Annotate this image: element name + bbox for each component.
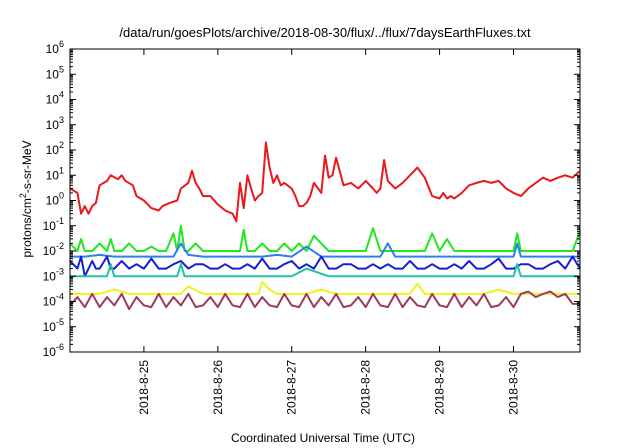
y-tick-label: 10-6 — [43, 342, 64, 359]
y-tick-label: 10-3 — [43, 266, 64, 283]
x-axis-label: Coordinated Universal Time (UTC) — [231, 431, 415, 445]
y-tick-label: 10-4 — [43, 292, 64, 309]
x-tick-label: 2018-8-29 — [433, 360, 447, 415]
y-axis-label: protons/cm2-s-sr-MeV — [18, 140, 34, 257]
series-line-5 — [70, 263, 580, 278]
y-tick-label: 10-2 — [43, 241, 64, 258]
series-line-3 — [70, 242, 580, 258]
y-tick-label: 100 — [46, 191, 64, 208]
x-tick-label: 2018-8-25 — [137, 360, 151, 415]
x-tick-label: 2018-8-27 — [285, 360, 299, 415]
series-line-1 — [69, 141, 581, 223]
y-tick-label: 106 — [46, 39, 64, 56]
y-axis-label-sup: 2 — [18, 193, 28, 198]
plot-frame — [69, 48, 581, 353]
x-tick-label: 2018-8-30 — [506, 360, 520, 415]
y-axis-label-base: protons/cm — [20, 198, 34, 257]
y-axis-label-rest: -s-sr-MeV — [20, 140, 34, 193]
series-line-7 — [69, 290, 580, 311]
x-tick-label: 2018-8-28 — [359, 360, 373, 415]
series-line-2 — [69, 224, 581, 252]
x-tick-label: 2018-8-26 — [211, 360, 225, 415]
y-tick-label: 10-5 — [43, 317, 64, 334]
series-line-6 — [70, 280, 580, 295]
y-tick-label: 104 — [46, 90, 64, 107]
axis-layer: 106 105 104 103 102 101 100 10-1 10-2 10-3 10-4 10-… — [43, 39, 580, 415]
y-tick-label: 10-1 — [43, 216, 64, 233]
series-line-4 — [69, 255, 581, 278]
chart-title: /data/run/goesPlots/archive/2018-08-30/f… — [119, 25, 531, 40]
svg-text:protons/cm2-s-sr-MeV: protons/cm2-s-sr-MeV — [18, 140, 34, 257]
y-tick-label: 103 — [46, 115, 64, 132]
y-tick-label: 105 — [46, 64, 64, 81]
y-tick-label: 102 — [46, 140, 64, 157]
series-layer — [69, 141, 581, 311]
y-tick-label: 101 — [46, 165, 64, 182]
